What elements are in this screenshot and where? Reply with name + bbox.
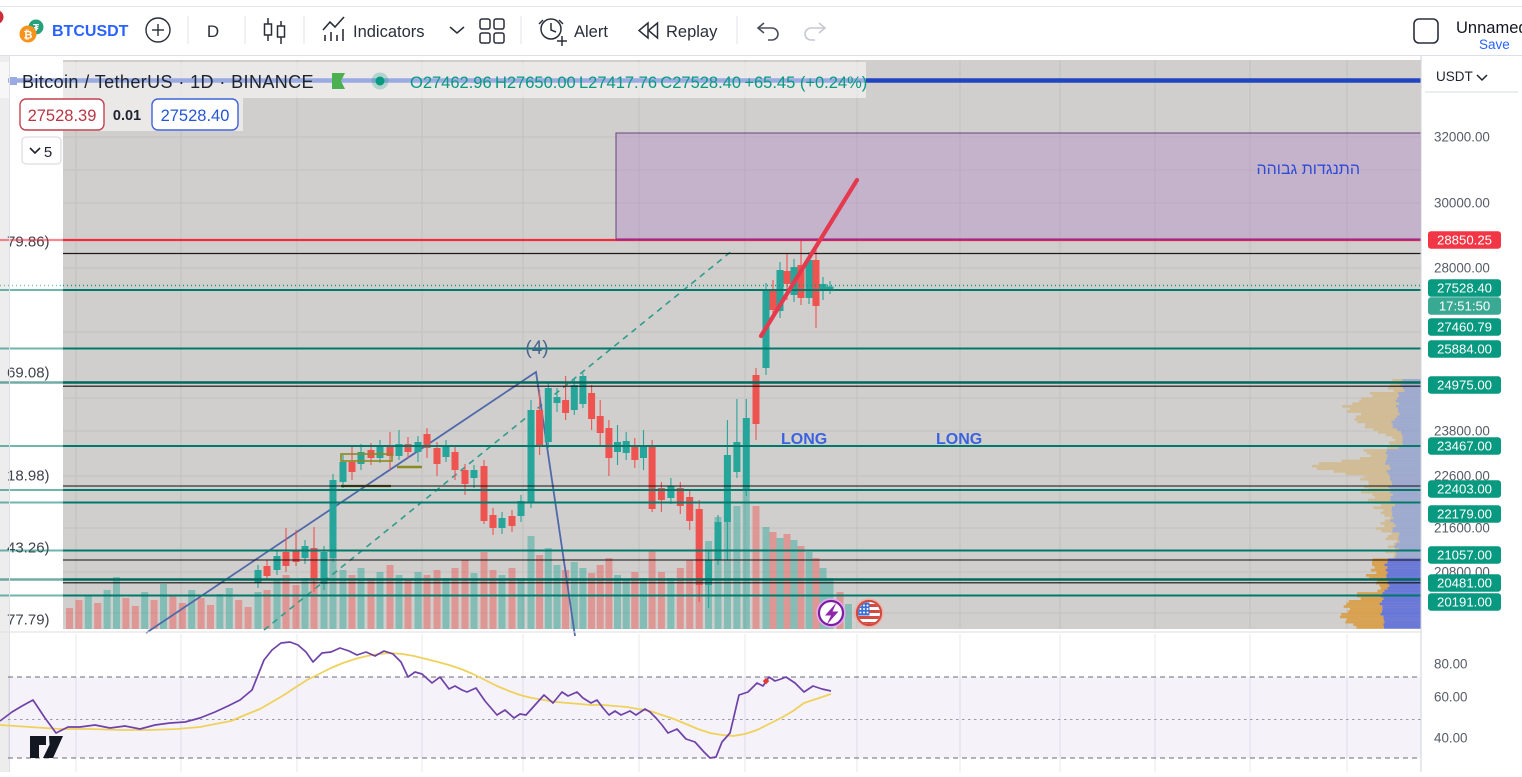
- svg-text:21057.00: 21057.00: [1437, 548, 1492, 563]
- svg-text:LONG: LONG: [936, 431, 982, 448]
- svg-text:Bitcoin / TetherUS · 1D · BINA: Bitcoin / TetherUS · 1D · BINANCE: [22, 72, 314, 92]
- svg-text:25884.00: 25884.00: [1437, 342, 1492, 357]
- svg-text:20481.00: 20481.00: [1437, 576, 1492, 591]
- svg-text:Replay: Replay: [666, 23, 718, 41]
- svg-text:₿: ₿: [24, 30, 33, 42]
- svg-text:27528.40: 27528.40: [1437, 281, 1492, 296]
- svg-text:22600.00: 22600.00: [1434, 469, 1490, 484]
- svg-text:LONG: LONG: [781, 431, 827, 448]
- svg-text:27528.39: 27528.39: [28, 107, 97, 125]
- svg-text:79.86): 79.86): [7, 234, 50, 251]
- svg-text:60.00: 60.00: [1434, 690, 1468, 705]
- svg-text:24975.00: 24975.00: [1437, 378, 1492, 393]
- svg-text:32000.00: 32000.00: [1434, 130, 1490, 145]
- svg-text:USDT: USDT: [1436, 69, 1473, 84]
- svg-text:30000.00: 30000.00: [1434, 196, 1490, 211]
- svg-text:28000.00: 28000.00: [1434, 261, 1490, 276]
- svg-text:0.01: 0.01: [113, 108, 141, 124]
- svg-text:43.26): 43.26): [7, 540, 50, 557]
- svg-text:27528.40: 27528.40: [161, 107, 230, 125]
- svg-text:22403.00: 22403.00: [1437, 482, 1492, 497]
- svg-text:5: 5: [44, 144, 52, 161]
- svg-text:18.98): 18.98): [7, 468, 50, 485]
- svg-text:21600.00: 21600.00: [1434, 521, 1490, 536]
- svg-text:Unnamed: Unnamed: [1456, 19, 1522, 37]
- svg-text:23800.00: 23800.00: [1434, 424, 1490, 439]
- svg-text:Indicators: Indicators: [353, 23, 425, 41]
- svg-text:התנגדות גבוהה: התנגדות גבוהה: [1257, 161, 1360, 178]
- svg-text:69.08): 69.08): [7, 365, 50, 382]
- svg-text:O27462.96 H27650.00 L27417.76: O27462.96 H27650.00 L27417.76 C27528.40 …: [410, 74, 867, 92]
- svg-text:40.00: 40.00: [1434, 731, 1468, 746]
- svg-text:23467.00: 23467.00: [1437, 439, 1492, 454]
- svg-text:17:51:50: 17:51:50: [1439, 299, 1490, 314]
- svg-text:28850.25: 28850.25: [1437, 233, 1492, 248]
- svg-text:22179.00: 22179.00: [1437, 507, 1492, 522]
- svg-text:BTCUSDT: BTCUSDT: [52, 23, 129, 40]
- svg-text:20191.00: 20191.00: [1437, 595, 1492, 610]
- svg-text:27460.79: 27460.79: [1437, 320, 1492, 335]
- svg-text:Save: Save: [1479, 37, 1510, 52]
- svg-text:₮: ₮: [33, 23, 39, 34]
- svg-text:80.00: 80.00: [1434, 657, 1468, 672]
- svg-text:77.79): 77.79): [7, 612, 50, 629]
- svg-text:D: D: [207, 22, 219, 41]
- svg-text:(4): (4): [525, 338, 548, 359]
- svg-text:Alert: Alert: [574, 23, 608, 41]
